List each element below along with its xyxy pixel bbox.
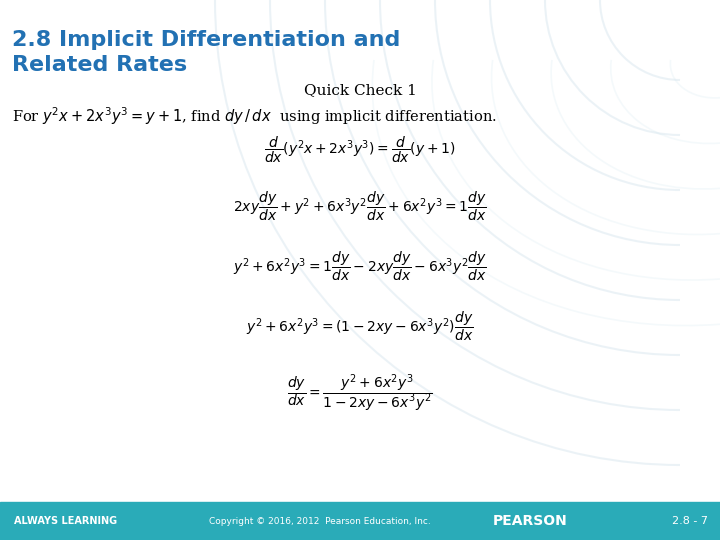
Text: 2.8 Implicit Differentiation and: 2.8 Implicit Differentiation and bbox=[12, 30, 400, 50]
Text: Quick Check 1: Quick Check 1 bbox=[304, 83, 416, 97]
Text: For $y^2x+2x^3y^3=y+1$, find $dy\,/\,dx$  using implicit differentiation.: For $y^2x+2x^3y^3=y+1$, find $dy\,/\,dx$… bbox=[12, 105, 497, 127]
Text: $y^2+6x^2y^3=1\dfrac{dy}{dx}-2xy\dfrac{dy}{dx}-6x^3y^2\dfrac{dy}{dx}$: $y^2+6x^2y^3=1\dfrac{dy}{dx}-2xy\dfrac{d… bbox=[233, 250, 487, 284]
Text: ALWAYS LEARNING: ALWAYS LEARNING bbox=[14, 516, 117, 526]
Text: $\dfrac{d}{dx}(y^2x+2x^3y^3)=\dfrac{d}{dx}(y+1)$: $\dfrac{d}{dx}(y^2x+2x^3y^3)=\dfrac{d}{d… bbox=[264, 135, 456, 165]
Text: Related Rates: Related Rates bbox=[12, 55, 187, 75]
Text: Copyright © 2016, 2012  Pearson Education, Inc.: Copyright © 2016, 2012 Pearson Education… bbox=[209, 516, 431, 525]
Text: $y^2+6x^2y^3=(1-2xy-6x^3y^2)\dfrac{dy}{dx}$: $y^2+6x^2y^3=(1-2xy-6x^3y^2)\dfrac{dy}{d… bbox=[246, 310, 474, 343]
Bar bbox=[0, 502, 720, 540]
Text: PEARSON: PEARSON bbox=[492, 514, 567, 528]
Text: $2xy\dfrac{dy}{dx}+y^2+6x^3y^2\dfrac{dy}{dx}+6x^2y^3=1\dfrac{dy}{dx}$: $2xy\dfrac{dy}{dx}+y^2+6x^3y^2\dfrac{dy}… bbox=[233, 190, 487, 224]
Text: $\dfrac{dy}{dx}=\dfrac{y^2+6x^2y^3}{1-2xy-6x^3y^2}$: $\dfrac{dy}{dx}=\dfrac{y^2+6x^2y^3}{1-2x… bbox=[287, 372, 433, 414]
Text: 2.8 - 7: 2.8 - 7 bbox=[672, 516, 708, 526]
